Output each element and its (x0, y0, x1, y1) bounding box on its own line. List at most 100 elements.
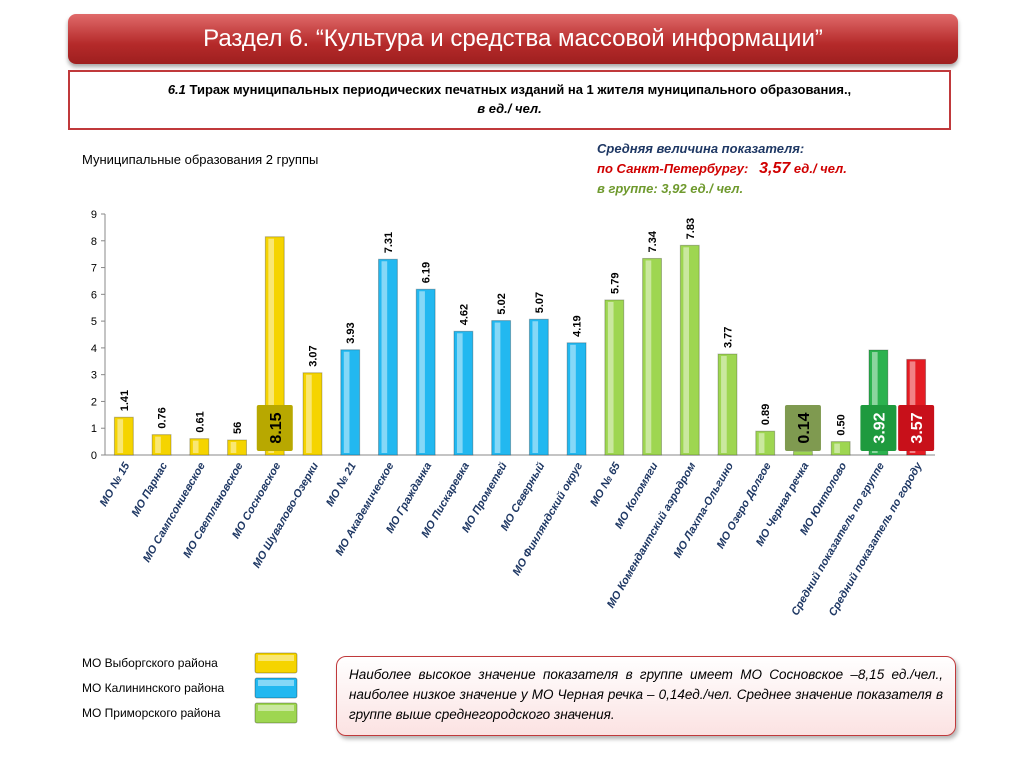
bar-highlight (230, 442, 237, 453)
x-tick-label: МО № 15 (98, 460, 133, 509)
bar-highlight (456, 333, 463, 453)
value-label: 7.31 (383, 232, 395, 253)
legend-label: МО Выборгского района (82, 656, 218, 670)
x-tick-label: МО № 21 (324, 461, 359, 509)
chart-title: Муниципальные образования 2 группы (82, 152, 318, 167)
value-label: 3.93 (345, 322, 357, 343)
heading-units: в ед./ чел. (477, 101, 542, 116)
bar-highlight (871, 352, 878, 453)
value-label: 0.89 (760, 404, 772, 425)
x-tick-label: МО Шувалово-Озерки (251, 460, 321, 570)
slide-title: Раздел 6. “Культура и средства массовой … (68, 14, 958, 64)
x-tick-label: МО № 65 (588, 460, 623, 509)
bar (340, 349, 361, 456)
value-label: 0.61 (194, 411, 206, 432)
avg-city: по Санкт-Петербургу: 3,57 ед./ чел. (597, 159, 847, 179)
y-tick-label: 1 (91, 423, 97, 435)
avg-title: Средняя величина показателя: (597, 141, 805, 156)
value-label: 4.19 (572, 315, 584, 336)
bar (453, 330, 474, 456)
bar-highlight (494, 322, 501, 453)
y-tick-label: 2 (91, 396, 97, 408)
y-tick-label: 7 (91, 263, 97, 275)
bar (227, 439, 247, 456)
value-label-box (784, 405, 821, 451)
y-tick-label: 3 (91, 370, 97, 382)
legend-swatch-highlight (258, 680, 294, 686)
y-tick-label: 8 (91, 236, 97, 248)
heading-number: 6.1 (167, 82, 186, 97)
bar (717, 353, 738, 456)
value-label: 7.34 (647, 230, 659, 252)
value-label: 5.79 (609, 273, 621, 294)
bar-highlight (117, 419, 124, 453)
heading-text: Тираж муниципальных периодических печатн… (189, 82, 852, 97)
bar (604, 299, 625, 456)
bar (189, 438, 210, 456)
bar (679, 244, 700, 456)
note: Наиболее высокое значение показателя в г… (336, 656, 956, 736)
bar-highlight (343, 351, 350, 453)
value-label: 56 (232, 422, 244, 434)
y-tick-label: 6 (91, 289, 97, 301)
value-label: 3.07 (308, 345, 320, 366)
bar (264, 236, 285, 456)
bar-highlight (268, 238, 274, 453)
bar (528, 318, 549, 456)
bar (378, 258, 398, 456)
heading: 6.1 Тираж муниципальных периодических пе… (68, 70, 951, 130)
bar (302, 372, 323, 456)
bar (642, 257, 662, 456)
bar-highlight (645, 260, 652, 453)
bar-highlight (683, 247, 689, 453)
value-label: 3.77 (723, 327, 735, 348)
bar-highlight (834, 443, 840, 453)
averages: Средняя величина показателя: по Санкт-Пе… (597, 139, 847, 199)
bar-highlight (532, 321, 539, 453)
x-tick-label: МО Парнас (130, 461, 171, 519)
value-label: 5.02 (496, 293, 508, 314)
y-tick-label: 0 (91, 450, 97, 462)
bar-highlight (607, 301, 614, 453)
bar-highlight (192, 440, 199, 453)
legend-swatch-highlight (258, 655, 294, 661)
value-label-box (898, 405, 935, 451)
y-tick-label: 4 (91, 343, 97, 355)
bar (793, 450, 813, 456)
legend-swatch-highlight (258, 705, 294, 711)
value-label: 3.57 (909, 412, 926, 443)
y-tick-label: 5 (91, 316, 97, 328)
legend-swatch (254, 702, 298, 724)
legend-swatch (254, 677, 298, 699)
value-label: 1.41 (119, 390, 131, 411)
value-label-box (860, 405, 897, 451)
legend-swatch (254, 652, 298, 674)
avg-city-value: 3,57 (759, 160, 791, 177)
x-tick-label: МО Финляндский округ (511, 460, 586, 577)
legend-label: МО Приморского района (82, 706, 221, 720)
bar-highlight (758, 433, 765, 453)
bar-highlight (155, 436, 161, 453)
avg-city-units: ед./ чел. (793, 161, 847, 176)
bar-highlight (721, 356, 727, 453)
bar-highlight (306, 374, 312, 453)
avg-group: в группе: 3,92 ед./ чел. (597, 181, 744, 196)
value-label: 0.14 (796, 412, 813, 443)
bar-highlight (381, 261, 388, 453)
bar (755, 430, 776, 456)
bar-highlight (570, 344, 576, 453)
bar (491, 320, 512, 456)
bar-highlight (419, 291, 425, 453)
bar (113, 416, 134, 456)
value-label: 5.07 (534, 292, 546, 313)
bar (566, 342, 587, 456)
value-label-box (256, 405, 293, 451)
value-label: 3.92 (871, 412, 888, 443)
value-label: 0.50 (836, 414, 848, 435)
y-tick-label: 9 (91, 209, 97, 221)
value-label: 6.19 (421, 262, 433, 283)
bar (415, 288, 436, 456)
value-label: 8.15 (268, 412, 285, 443)
